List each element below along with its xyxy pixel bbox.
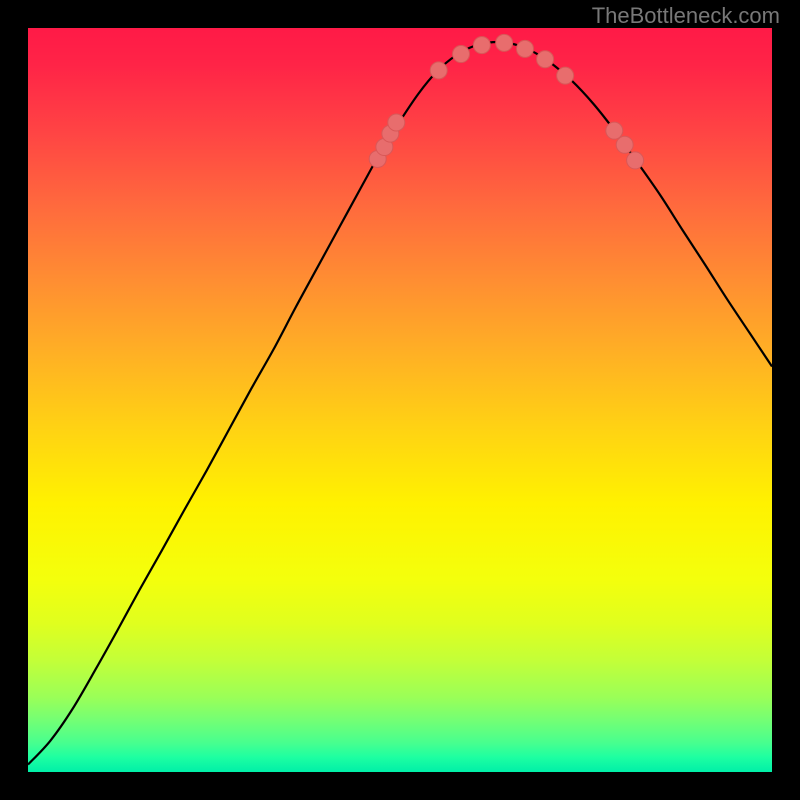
watermark-text: TheBottleneck.com xyxy=(592,3,780,29)
data-marker xyxy=(388,114,405,131)
data-marker xyxy=(606,122,623,139)
marker-group xyxy=(369,34,643,169)
data-marker xyxy=(537,51,554,68)
data-marker xyxy=(473,37,490,54)
bottleneck-curve xyxy=(28,42,772,765)
data-marker xyxy=(430,62,447,79)
chart-svg xyxy=(28,28,772,772)
data-marker xyxy=(557,67,574,84)
data-marker xyxy=(627,152,644,169)
data-marker xyxy=(616,136,633,153)
data-marker xyxy=(516,40,533,57)
plot-area xyxy=(28,28,772,772)
data-marker xyxy=(453,46,470,63)
chart-container: TheBottleneck.com xyxy=(0,0,800,800)
data-marker xyxy=(496,34,513,51)
